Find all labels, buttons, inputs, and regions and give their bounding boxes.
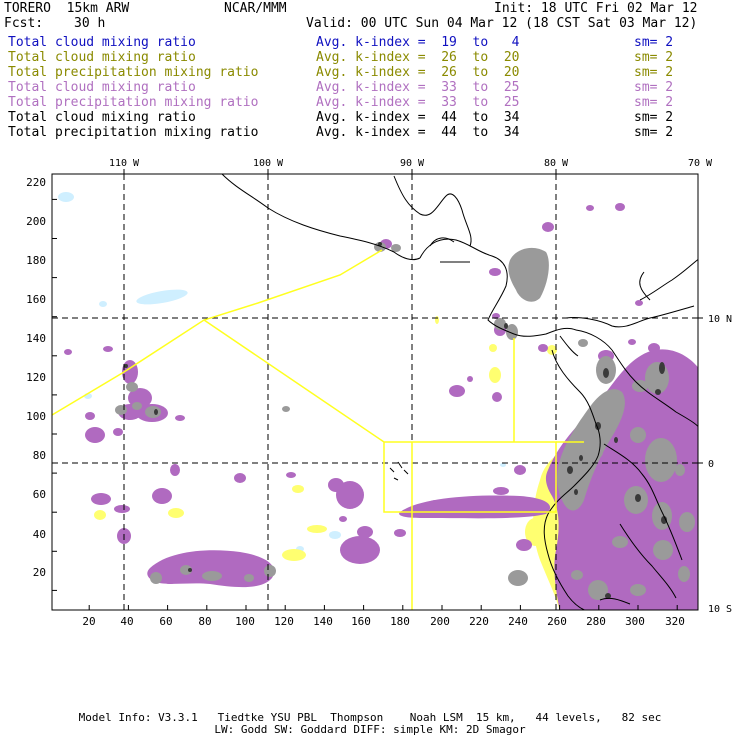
x-tick-labels: 20 40 60 80 100 120 140 160 180 200 220 … (82, 615, 685, 628)
x-tick-label: 80 (198, 615, 211, 628)
legend-field: Total cloud mixing ratio (8, 110, 196, 125)
x-tick-label: 100 (235, 615, 255, 628)
model-name: TORERO 15km ARW (4, 1, 130, 16)
latitude-label: 10 N (708, 314, 732, 325)
longitude-label: 70 W (688, 158, 713, 169)
x-tick-label: 320 (665, 615, 685, 628)
longitude-label: 90 W (400, 158, 425, 169)
model-info-line1: Model Info: V3.3.1 Tiedtke YSU PBL Thomp… (78, 711, 662, 724)
latitude-label: 10 S (708, 604, 732, 615)
y-tick-label: 180 (26, 254, 46, 267)
legend-field: Total cloud mixing ratio (8, 80, 196, 95)
legend-kindex: Avg. k-index = 26 to 20 (316, 50, 520, 65)
x-tick-label: 120 (274, 615, 294, 628)
legend-kindex: Avg. k-index = 44 to 34 (316, 125, 520, 140)
legend-kindex: Avg. k-index = 33 to 25 (316, 95, 520, 110)
legend-field: Total cloud mixing ratio (8, 35, 196, 50)
y-tick-label: 140 (26, 332, 46, 345)
legend-smoothing: sm= 2 (634, 80, 674, 95)
legend-smoothing: sm= 2 (634, 95, 674, 110)
y-tick-label: 20 (33, 566, 46, 579)
x-tick-label: 300 (625, 615, 645, 628)
y-tick-label: 40 (33, 528, 46, 541)
init-time: Init: 18 UTC Fri 02 Mar 12 (494, 1, 698, 16)
y-tick-label: 220 (26, 176, 46, 189)
x-tick-label: 240 (508, 615, 528, 628)
legend-smoothing: sm= 2 (634, 110, 674, 125)
darkgray-cloud-areas (124, 242, 667, 599)
legend-field: Total precipitation mixing ratio (8, 95, 259, 110)
y-tick-labels: 20 40 60 80 100 120 140 160 180 200 220 (26, 176, 46, 579)
y-tick-label: 200 (26, 215, 46, 228)
legend-kindex: Avg. k-index = 33 to 25 (316, 80, 520, 95)
domain-outlines (52, 249, 584, 610)
longitude-label: 100 W (253, 158, 284, 169)
legend-field: Total precipitation mixing ratio (8, 65, 259, 80)
y-tick-label: 160 (26, 293, 46, 306)
tick-marks (52, 169, 703, 610)
x-tick-label: 160 (351, 615, 371, 628)
valid-time: Valid: 00 UTC Sun 04 Mar 12 (18 CST Sat … (306, 16, 698, 31)
legend-field: Total cloud mixing ratio (8, 50, 196, 65)
y-tick-label: 80 (33, 449, 46, 462)
y-tick-label: 120 (26, 371, 46, 384)
latitude-labels: 10 N 0 10 S (708, 314, 732, 615)
longitude-label: 80 W (544, 158, 569, 169)
x-tick-label: 180 (390, 615, 410, 628)
x-tick-label: 60 (159, 615, 172, 628)
legend-smoothing: sm= 2 (634, 125, 674, 140)
legend-smoothing: sm= 2 (634, 50, 674, 65)
model-info-line2: LW: Godd SW: Goddard DIFF: simple KM: 2D… (214, 723, 526, 736)
x-tick-label: 140 (313, 615, 333, 628)
legend-field: Total precipitation mixing ratio (8, 125, 259, 140)
legend-kindex: Avg. k-index = 26 to 20 (316, 65, 520, 80)
x-tick-label: 220 (469, 615, 489, 628)
x-tick-label: 260 (547, 615, 567, 628)
legend-smoothing: sm= 2 (634, 65, 674, 80)
forecast-hour: 30 h (74, 16, 106, 31)
legend-kindex: Avg. k-index = 19 to 4 (316, 35, 520, 50)
gray-cloud-areas (115, 242, 695, 600)
y-tick-label: 60 (33, 488, 46, 501)
x-tick-label: 40 (120, 615, 133, 628)
y-tick-label: 100 (26, 410, 46, 423)
organization: NCAR/MMM (224, 1, 287, 16)
coastlines (221, 174, 698, 610)
plot-frame (51, 173, 699, 611)
legend-smoothing: sm= 2 (634, 35, 674, 50)
map-fields (52, 174, 698, 610)
longitude-label: 110 W (109, 158, 140, 169)
x-tick-label: 200 (430, 615, 450, 628)
forecast-label: Fcst: (4, 16, 44, 31)
longitude-labels: 110 W 100 W 90 W 80 W 70 W (109, 158, 713, 169)
legend-kindex: Avg. k-index = 44 to 34 (316, 110, 520, 125)
latitude-label: 0 (708, 459, 714, 470)
x-tick-label: 280 (586, 615, 606, 628)
x-tick-label: 20 (82, 615, 95, 628)
